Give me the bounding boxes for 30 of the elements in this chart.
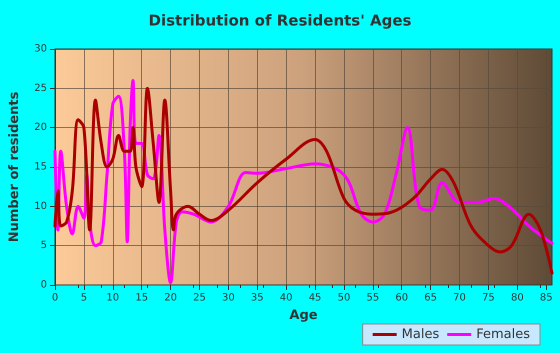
legend-label: Males: [402, 327, 440, 342]
x-tick-label: 15: [135, 292, 148, 304]
x-tick-label: 50: [338, 292, 350, 304]
x-tick-label: 45: [308, 292, 322, 304]
x-tick-label: 75: [482, 292, 495, 304]
y-tick-label: 10: [34, 200, 47, 212]
x-tick-label: 10: [106, 292, 120, 304]
x-tick-label: 5: [80, 292, 88, 304]
x-tick-label: 60: [395, 292, 408, 304]
x-tick-label: 30: [222, 292, 235, 304]
x-tick-label: 70: [453, 292, 466, 304]
x-tick-label: 35: [250, 292, 264, 304]
x-tick-label: 25: [193, 292, 206, 304]
x-axis-title: Age: [289, 308, 318, 323]
y-tick-label: 30: [34, 44, 47, 54]
y-tick-label: 0: [40, 280, 47, 290]
y-tick-label: 5: [40, 240, 47, 252]
x-tick-label: 80: [510, 292, 524, 304]
x-tick-label: 55: [366, 292, 380, 304]
x-tick-label: 40: [280, 292, 293, 304]
legend-label: Females: [476, 327, 530, 342]
y-tick-label: 15: [34, 162, 47, 172]
chart-title: Distribution of Residents' Ages: [148, 12, 412, 30]
y-tick-label: 20: [34, 122, 47, 134]
y-tick-label: 25: [34, 82, 47, 94]
y-axis-title: Number of residents: [7, 91, 22, 242]
x-tick-label: 0: [52, 292, 58, 304]
x-tick-label: 85: [540, 292, 553, 304]
x-tick-label: 20: [164, 292, 177, 304]
x-tick-label: 65: [424, 292, 438, 304]
